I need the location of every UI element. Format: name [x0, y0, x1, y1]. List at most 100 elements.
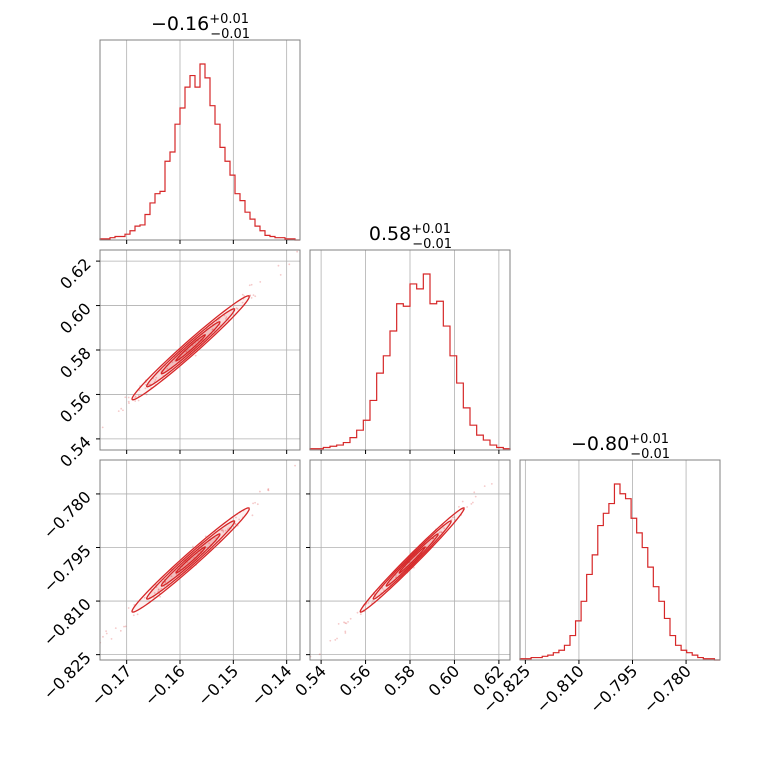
x-tick-label: 0.60: [425, 661, 464, 700]
sample-point: [343, 621, 345, 623]
sample-point: [128, 397, 130, 399]
sample-point: [259, 491, 261, 493]
title-upper-error: +0.01: [209, 12, 249, 27]
sample-point: [347, 621, 349, 623]
sample-point: [95, 430, 97, 432]
sample-point: [93, 425, 95, 427]
sample-point: [122, 409, 124, 411]
x-tick-label: 0.58: [380, 661, 419, 700]
sample-point: [296, 251, 298, 253]
sample-point: [304, 468, 306, 470]
sample-point: [466, 506, 468, 508]
sample-point: [123, 626, 125, 628]
title-lower-error: −0.01: [210, 27, 250, 42]
sample-point: [253, 294, 255, 296]
sample-point: [146, 394, 148, 396]
y-tick-label: −0.780: [40, 487, 95, 542]
sample-point: [491, 483, 493, 485]
sample-point: [336, 638, 338, 640]
y-tick-label: 0.58: [56, 343, 95, 382]
sample-point: [128, 402, 130, 404]
sample-point: [305, 668, 307, 670]
title-upper-error: +0.01: [629, 432, 669, 447]
x-tick-label: 0.54: [291, 661, 330, 700]
sample-point: [475, 496, 477, 498]
sample-point: [138, 400, 140, 402]
sample-point: [473, 491, 475, 493]
sample-point: [125, 626, 127, 628]
sample-point: [470, 503, 472, 505]
histogram-panel-3: −0.80+0.01−0.01−0.825−0.810−0.795−0.780: [479, 432, 720, 717]
contour-level-4: [360, 508, 464, 612]
sample-point: [93, 647, 95, 649]
contour-level-4: [132, 296, 249, 400]
sample-point: [357, 612, 359, 614]
density-layer: [81, 457, 310, 654]
sample-point: [106, 633, 108, 635]
sample-point: [133, 614, 135, 616]
sample-point: [334, 639, 336, 641]
sample-point: [288, 263, 290, 265]
sample-point: [120, 630, 122, 632]
sample-point: [259, 281, 261, 283]
sample-point: [251, 284, 253, 286]
sample-point: [278, 265, 280, 267]
sample-point: [251, 297, 253, 299]
contour-level-4: [132, 508, 249, 612]
title-upper-error: +0.01: [411, 222, 451, 237]
sample-point: [344, 630, 346, 632]
sample-point: [252, 503, 254, 505]
sample-point: [458, 506, 460, 508]
x-tick-label: −0.17: [87, 661, 135, 709]
sample-point: [124, 396, 126, 398]
sample-point: [350, 618, 352, 620]
sample-point: [192, 546, 194, 548]
sample-point: [267, 488, 269, 490]
x-tick-label: −0.15: [194, 661, 242, 709]
title-lower-error: −0.01: [630, 447, 670, 462]
histogram-steps: [520, 484, 720, 660]
sample-point: [532, 443, 534, 445]
x-tick-label: −0.16: [141, 661, 189, 709]
sample-point: [338, 623, 340, 625]
title-value: −0.80: [571, 433, 629, 455]
sample-point: [195, 355, 197, 357]
sample-point: [105, 630, 107, 632]
sample-point: [115, 627, 117, 629]
scatter-panel-1-3: −0.17 −0.16 −0.15 −0.14 −0.825−0.810−0.795−0…: [40, 457, 310, 709]
scatter-panel-1-2: 0.54 0.56 0.58 0.60 0.62: [56, 237, 319, 471]
histogram-steps: [100, 64, 300, 240]
sample-point: [319, 653, 321, 655]
y-tick-label: 0.60: [56, 299, 95, 338]
sample-point: [102, 427, 104, 429]
x-tick-label: −0.14: [247, 661, 295, 709]
y-tick-label: −0.795: [40, 541, 95, 596]
x-tick-label: −0.780: [640, 661, 695, 716]
title-value: −0.16: [151, 13, 209, 35]
sample-point: [484, 485, 486, 487]
sample-point: [249, 284, 251, 286]
sample-point: [120, 408, 122, 410]
sample-point: [472, 502, 474, 504]
x-tick-label: −0.810: [532, 661, 587, 716]
title-lower-error: −0.01: [412, 237, 452, 252]
sample-point: [329, 640, 331, 642]
sample-point: [252, 514, 254, 516]
y-tick-label: −0.810: [40, 594, 95, 649]
sample-point: [462, 501, 464, 503]
sample-point: [344, 632, 346, 634]
sample-point: [102, 636, 104, 638]
sample-point: [268, 490, 270, 492]
y-tick-label: −0.825: [40, 648, 95, 703]
sample-point: [317, 237, 319, 239]
sample-point: [307, 457, 309, 459]
sample-point: [294, 465, 296, 467]
sample-point: [242, 294, 244, 296]
sample-point: [111, 638, 113, 640]
density-layer: [66, 237, 319, 452]
sample-point: [257, 503, 259, 505]
y-tick-label: 0.54: [56, 432, 95, 471]
sample-point: [134, 400, 136, 402]
sample-point: [360, 613, 362, 615]
sample-point: [118, 410, 120, 412]
